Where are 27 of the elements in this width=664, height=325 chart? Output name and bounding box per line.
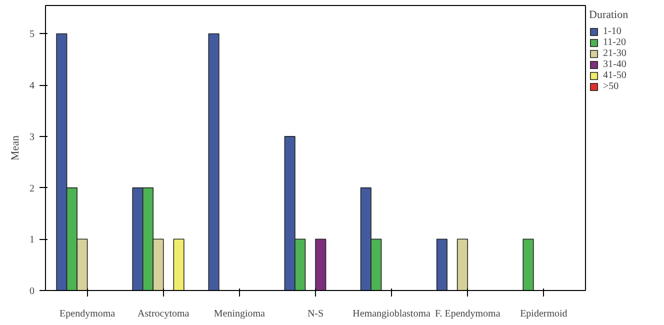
- x-tick-label: Ependymoma: [60, 308, 116, 320]
- y-tick-label: 4: [30, 80, 34, 92]
- legend-label: 1-10: [603, 26, 622, 37]
- x-tick-label: Meningioma: [214, 308, 266, 320]
- bar: [522, 238, 534, 290]
- legend-label: 41-50: [603, 70, 626, 81]
- bar: [173, 238, 184, 290]
- legend-label: >50: [603, 81, 620, 92]
- legend-label: 21-30: [603, 48, 626, 59]
- legend-label: 11-20: [603, 37, 626, 48]
- bar: [456, 238, 468, 290]
- x-tick-label: Astrocytoma: [138, 308, 190, 320]
- y-tick-label: 3: [30, 132, 34, 143]
- bar: [436, 238, 448, 290]
- y-axis-title: Mean: [10, 134, 22, 161]
- legend-title: Duration: [589, 9, 628, 21]
- y-tick-label: 0: [30, 286, 34, 297]
- x-tick-label: Hemangioblastoma: [352, 308, 431, 320]
- x-tick-label: F. Ependymoma: [434, 308, 501, 320]
- bar: [315, 238, 326, 290]
- bar: [208, 33, 220, 290]
- y-tick-label: 2: [30, 183, 34, 194]
- y-tick-label: 1: [30, 234, 34, 246]
- x-tick-label: Epidermoid: [520, 308, 568, 320]
- y-tick-label: 5: [30, 29, 34, 40]
- x-tick-label: N-S: [307, 308, 324, 320]
- legend-label: 31-40: [603, 59, 626, 70]
